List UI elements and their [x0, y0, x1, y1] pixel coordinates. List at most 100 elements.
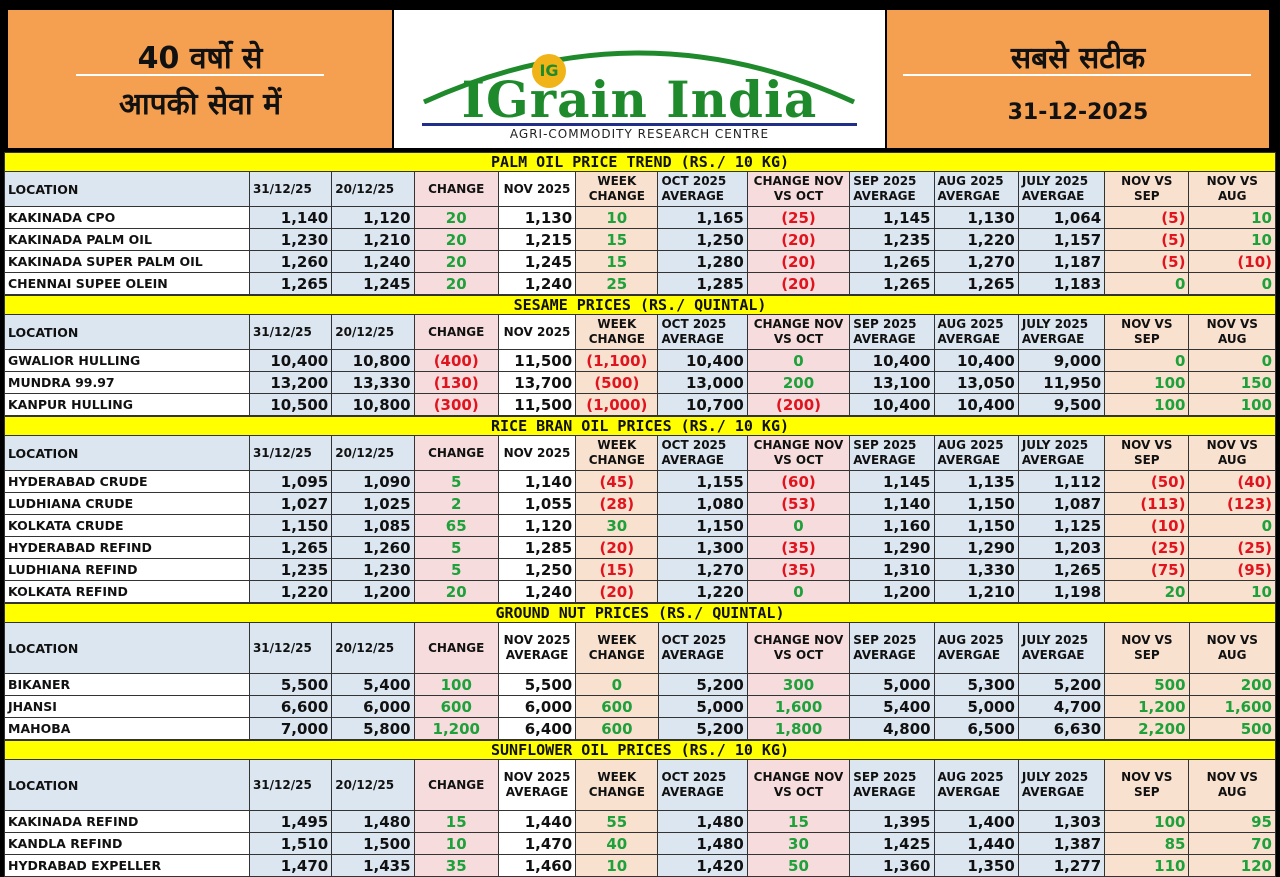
column-header: NOV 2025 — [497, 314, 577, 350]
column-header: AUG 2025 AVERGAE — [933, 435, 1019, 471]
value-cell: 1,150 — [248, 514, 333, 537]
column-header: AUG 2025 AVERGAE — [933, 759, 1019, 811]
column-header: NOV 2025 — [497, 435, 577, 471]
column-header: CHANGE — [413, 759, 499, 811]
value-cell: 1,210 — [331, 228, 415, 251]
value-cell: 600 — [575, 695, 659, 718]
value-cell: 1,183 — [1017, 272, 1106, 295]
column-header: NOV VS SEP — [1104, 171, 1190, 207]
value-cell: 5 — [413, 536, 499, 559]
value-cell: 1,395 — [849, 810, 935, 833]
value-cell: 5,400 — [331, 673, 415, 696]
value-cell: 65 — [413, 514, 499, 537]
table-row: BIKANER 5,500 5,400 100 5,500 0 5,200 300 5,000 5… — [4, 673, 1277, 696]
value-cell: 10,700 — [657, 393, 748, 416]
value-cell: 100 — [1188, 393, 1276, 416]
value-cell: 10,800 — [331, 349, 415, 372]
location-cell: GWALIOR HULLING — [4, 349, 250, 372]
value-cell: 1,155 — [657, 470, 748, 493]
value-cell: (35) — [746, 536, 851, 559]
column-header: NOV VS AUG — [1188, 622, 1277, 674]
value-cell: 1,265 — [248, 272, 333, 295]
column-header: WEEK CHANGE — [575, 171, 659, 207]
section-title-row: PALM OIL PRICE TREND (RS./ 10 KG) — [4, 152, 1276, 172]
column-header: LOCATION — [4, 314, 250, 350]
column-header: WEEK CHANGE — [575, 314, 659, 350]
value-cell: 6,000 — [497, 695, 577, 718]
value-cell: 9,000 — [1017, 349, 1106, 372]
column-header: CHANGE NOV VS OCT — [746, 759, 851, 811]
value-cell: 5,000 — [657, 695, 748, 718]
value-cell: 1,120 — [497, 514, 577, 537]
column-header: NOV VS AUG — [1188, 171, 1276, 207]
header-right-panel: सबसे सटीक 31-12-2025 — [887, 10, 1269, 148]
value-cell: 20 — [413, 206, 499, 229]
column-header-row: LOCATION 31/12/25 20/12/25 CHANGE NOV 2025 A… — [4, 622, 1277, 674]
value-cell: 1,240 — [331, 250, 415, 273]
value-cell: 500 — [1104, 673, 1190, 696]
value-cell: 0 — [746, 514, 851, 537]
value-cell: (113) — [1104, 492, 1190, 515]
value-cell: 1,265 — [248, 536, 333, 559]
column-header: NOV 2025 AVERAGE — [497, 759, 577, 811]
value-cell: 500 — [1188, 717, 1277, 740]
value-cell: 0 — [746, 349, 851, 372]
value-cell: (10) — [1104, 514, 1190, 537]
value-cell: 5,000 — [849, 673, 935, 696]
value-cell: 1,425 — [849, 832, 935, 855]
value-cell: 1,260 — [331, 536, 415, 559]
column-header: NOV VS AUG — [1188, 435, 1276, 471]
value-cell: (60) — [746, 470, 851, 493]
column-header: OCT 2025 AVERAGE — [657, 314, 748, 350]
value-cell: 7,000 — [248, 717, 333, 740]
column-header: CHANGE NOV VS OCT — [746, 622, 851, 674]
value-cell: 5,400 — [849, 695, 935, 718]
value-cell: 1,290 — [849, 536, 935, 559]
value-cell: 1,303 — [1017, 810, 1106, 833]
value-cell: 1,200 — [1104, 695, 1190, 718]
header-tagline-3: सबसे सटीक — [1010, 41, 1146, 76]
column-header: 31/12/25 — [248, 622, 333, 674]
logo-name: IGrain India — [461, 70, 818, 129]
value-cell: 1,135 — [933, 470, 1019, 493]
location-cell: HYDERABAD CRUDE — [4, 470, 250, 493]
value-cell: 1,198 — [1017, 580, 1106, 603]
column-header: LOCATION — [4, 171, 250, 207]
location-cell: KAKINADA REFIND — [4, 810, 250, 833]
column-header: OCT 2025 AVERAGE — [657, 622, 748, 674]
value-cell: (20) — [746, 250, 851, 273]
value-cell: 300 — [746, 673, 851, 696]
section-title: PALM OIL PRICE TREND (RS./ 10 KG) — [4, 152, 1276, 172]
column-header: LOCATION — [4, 622, 250, 674]
value-cell: 600 — [575, 717, 659, 740]
value-cell: 70 — [1188, 832, 1276, 855]
value-cell: 1,085 — [331, 514, 415, 537]
table-row: LUDHIANA CRUDE 1,027 1,025 2 1,055 (28) 1,080(… — [4, 492, 1276, 515]
value-cell: 5 — [413, 470, 499, 493]
value-cell: 100 — [1104, 393, 1190, 416]
value-cell: 5 — [413, 558, 499, 581]
column-header: NOV 2025 AVERAGE — [497, 622, 577, 674]
column-header: OCT 2025 AVERAGE — [657, 171, 748, 207]
price-table: SESAME PRICES (RS./ QUINTAL) LOCATION 31/1… — [4, 295, 1276, 416]
value-cell: 1,250 — [497, 558, 577, 581]
value-cell: 10 — [1188, 206, 1276, 229]
column-header: SEP 2025 AVERAGE — [849, 435, 935, 471]
value-cell: 1,112 — [1017, 470, 1106, 493]
value-cell: 1,480 — [331, 810, 415, 833]
value-cell: 5,200 — [657, 717, 748, 740]
value-cell: 13,700 — [497, 371, 577, 394]
value-cell: 10 — [1188, 580, 1276, 603]
table-row: JHANSI 6,600 6,000 600 6,000 600 5,000 1,600 5,4… — [4, 695, 1277, 718]
location-cell: HYDERABAD REFIND — [4, 536, 250, 559]
value-cell: 1,027 — [248, 492, 333, 515]
value-cell: 110 — [1104, 854, 1190, 877]
value-cell: 1,265 — [849, 272, 935, 295]
value-cell: 35 — [413, 854, 499, 877]
column-header: 31/12/25 — [248, 759, 333, 811]
value-cell: 1,265 — [933, 272, 1019, 295]
column-header: AUG 2025 AVERGAE — [933, 314, 1019, 350]
column-header: SEP 2025 AVERAGE — [849, 171, 935, 207]
value-cell: 5,200 — [1017, 673, 1106, 696]
value-cell: 0 — [1104, 272, 1190, 295]
